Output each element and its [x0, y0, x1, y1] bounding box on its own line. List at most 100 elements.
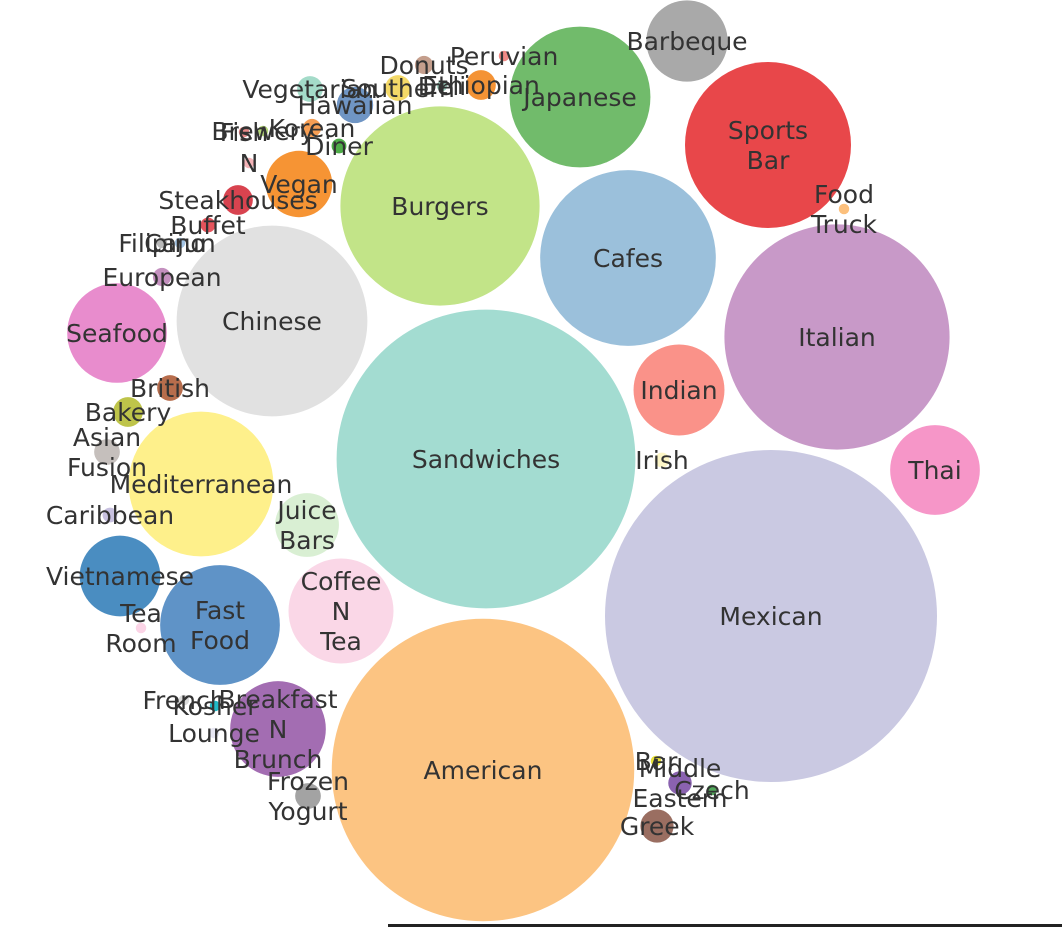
bubble-american [331, 618, 635, 922]
bubble-label-barbeque: Barbeque [626, 27, 747, 56]
bubble-burgers [340, 106, 540, 306]
bubble-label-caribbean: Caribbean [46, 501, 174, 530]
bubble-label-vegetarian: Vegetarian [242, 75, 377, 104]
bubble-label-vegan: Vegan [260, 170, 338, 199]
bubble-sandwiches [336, 309, 636, 609]
bubble-label-middle-eastern: Middle Eastern [632, 754, 727, 813]
bubble-label-peruvian: Peruvian [450, 42, 559, 71]
bubble-fast-food [160, 565, 280, 685]
bubble-mexican [605, 450, 937, 782]
bubble-label-sandwiches: Sandwiches [412, 445, 560, 474]
bubble-label-frozen-yogurt: Frozen Yogurt [267, 767, 349, 826]
bubble-label-breakfast-n-brunch: Breakfast N Brunch [218, 685, 337, 774]
bubble-middle-eastern [668, 771, 692, 795]
bubble-label-european: European [102, 263, 221, 292]
bubble-indian [633, 344, 725, 436]
bubble-label-korean: Korean [269, 114, 356, 143]
bubble-label-food-truck: Food Truck [810, 180, 877, 239]
bubble-label-juice-bars: Juice Bars [275, 496, 336, 555]
bubble-label-italian: Italian [798, 323, 876, 352]
bubble-label-cajun: Cajun [144, 229, 215, 258]
bubble-label-japanese: Japanese [521, 83, 637, 112]
bubble-sports-bar [685, 62, 851, 228]
bubble-label-buffet: Buffet [170, 211, 246, 240]
bubble-label-brewery: Brewery [211, 117, 314, 146]
bubble-breakfast-n-brunch [230, 681, 326, 777]
bubble-bar [650, 755, 662, 767]
bubble-greek [640, 809, 674, 843]
bubble-label-sports-bar: Sports Bar [728, 116, 808, 175]
bubble-barbeque [646, 0, 728, 82]
bubble-cafes [540, 170, 716, 346]
bubble-label-bakery: Bakery [85, 398, 172, 427]
bubble-czech [706, 784, 718, 796]
bubble-label-ethiopian: Ethiopian [422, 71, 540, 100]
bubble-label-fast-food: Fast Food [190, 596, 250, 655]
bubble-label-kosher: Kosher [173, 692, 259, 721]
bubble-european [152, 267, 172, 287]
bubble-label-greek: Greek [620, 812, 695, 841]
bubble-irish [654, 452, 670, 468]
bubble-filipino [156, 237, 168, 249]
bubble-label-british: British [130, 374, 210, 403]
bubble-japanese [509, 26, 651, 168]
bubble-peruvian [498, 50, 510, 62]
bubble-deli [436, 80, 448, 92]
bubble-label-lounge: Lounge [168, 719, 260, 748]
bubble-seafood [67, 283, 167, 383]
bubble-label-mediterranean: Mediterranean [110, 470, 293, 499]
bubble-brewery [257, 125, 269, 137]
bubble-chinese [176, 225, 368, 417]
bubble-label-burgers: Burgers [391, 192, 488, 221]
bubble-diner [331, 138, 347, 154]
bubble-cajun [174, 237, 186, 249]
bubble-british [157, 375, 183, 401]
bubble-label-american: American [424, 756, 543, 785]
bottom-rule [388, 924, 1062, 927]
bubble-label-n: N [240, 149, 259, 178]
bubble-vegan [265, 150, 333, 218]
bubble-french [178, 694, 190, 706]
bubble-label-bar: Bar [635, 747, 678, 776]
bubble-label-seafood: Seafood [66, 319, 168, 348]
bubble-label-irish: Irish [635, 446, 688, 475]
bubble-korean [302, 118, 322, 138]
bubble-n [243, 157, 255, 169]
bubble-label-chinese: Chinese [222, 307, 322, 336]
bubble-fish [238, 126, 250, 138]
bubble-ethiopian [466, 70, 496, 100]
bubble-food-truck [838, 203, 850, 215]
bubble-donuts [414, 55, 434, 75]
bubble-label-tea-room: Tea Room [105, 599, 176, 658]
bubble-thai [890, 425, 980, 515]
bubble-vietnamese [79, 535, 161, 617]
bubble-label-filipino: Filipino [118, 229, 205, 258]
bubble-label-thai: Thai [907, 456, 961, 485]
bubble-label-cafes: Cafes [593, 244, 663, 273]
bubble-label-asian-fusion: Asian Fusion [67, 423, 147, 482]
bubble-bakery [113, 397, 143, 427]
bubble-coffee-n-tea [288, 558, 394, 664]
bubble-label-czech: Czech [674, 776, 750, 805]
bubble-mediterranean [128, 411, 274, 557]
bubble-southern [385, 75, 411, 101]
bubble-hawaiian [336, 86, 374, 124]
bubble-asian-fusion [94, 439, 120, 465]
bubble-label-steakhouses: Steakhouses [158, 186, 317, 215]
bubble-label-fish: Fish [220, 118, 268, 147]
bubble-label-french: French [142, 686, 225, 715]
bubble-label-diner: Diner [305, 132, 373, 161]
bubble-label-mexican: Mexican [719, 602, 822, 631]
bubble-label-southern: Southern [341, 74, 455, 103]
bubble-label-coffee-n-tea: Coffee N Tea [301, 567, 382, 656]
bubble-lounge [208, 727, 220, 739]
bubble-label-indian: Indian [640, 376, 717, 405]
bubble-label-deli: Deli [418, 72, 467, 101]
bubble-buffet [200, 217, 216, 233]
bubble-steakhouses [223, 185, 253, 215]
bubble-caribbean [102, 507, 118, 523]
bubble-label-donuts: Donuts [379, 51, 468, 80]
bubble-tea-room [135, 622, 147, 634]
bubble-label-hawaiian: Hawaiian [298, 91, 413, 120]
